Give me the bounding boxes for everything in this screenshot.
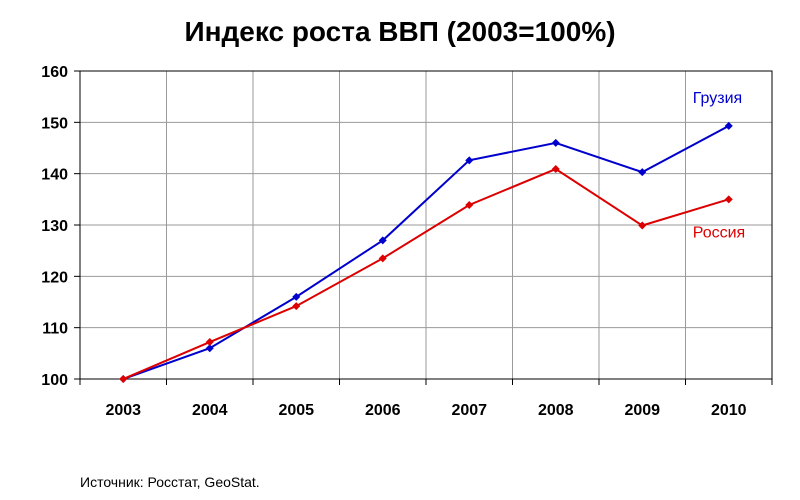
data-point	[119, 375, 128, 383]
y-tick-label: 130	[41, 218, 68, 235]
data-point	[378, 236, 387, 245]
data-point	[292, 292, 301, 301]
y-tick-label: 120	[41, 269, 68, 286]
series-line-1	[122, 125, 730, 380]
series-label-2: Россия	[693, 224, 745, 241]
chart-title: Индекс роста ВВП (2003=100%)	[184, 16, 616, 47]
data-point	[638, 168, 647, 177]
y-tick-label: 150	[41, 115, 68, 132]
source-note: Источник: Росстат, GeoStat.	[80, 474, 260, 490]
data-point	[205, 338, 214, 347]
data-point	[638, 221, 647, 230]
data-point	[205, 344, 214, 353]
data-point	[465, 200, 474, 209]
x-tick-label: 2007	[451, 402, 487, 419]
y-tick-label: 100	[41, 372, 68, 389]
data-point	[292, 302, 301, 311]
data-point	[378, 254, 387, 263]
x-tick-label: 2004	[192, 402, 228, 419]
grid	[80, 70, 772, 380]
y-axis-ticks: 100 110 120 130 140 150 160	[41, 64, 80, 389]
data-point	[724, 195, 733, 204]
series-label-1: Грузия	[693, 90, 742, 107]
y-tick-label: 160	[41, 64, 68, 81]
y-tick-label: 140	[41, 167, 68, 184]
x-tick-label: 2005	[278, 402, 314, 419]
x-axis-ticks: 2003 2004 2005 2006 2007 2008 2009 2010	[79, 379, 773, 419]
series-line-2	[122, 167, 730, 380]
data-point	[465, 156, 474, 165]
series: Грузия Россия	[119, 90, 745, 383]
x-tick-label: 2003	[105, 402, 141, 419]
x-tick-label: 2009	[624, 402, 660, 419]
data-point	[724, 121, 733, 130]
data-point	[551, 138, 560, 147]
x-tick-label: 2008	[538, 402, 574, 419]
data-point	[551, 165, 560, 174]
y-tick-label: 110	[42, 321, 68, 338]
x-tick-label: 2010	[711, 402, 747, 419]
x-tick-label: 2006	[365, 402, 401, 419]
